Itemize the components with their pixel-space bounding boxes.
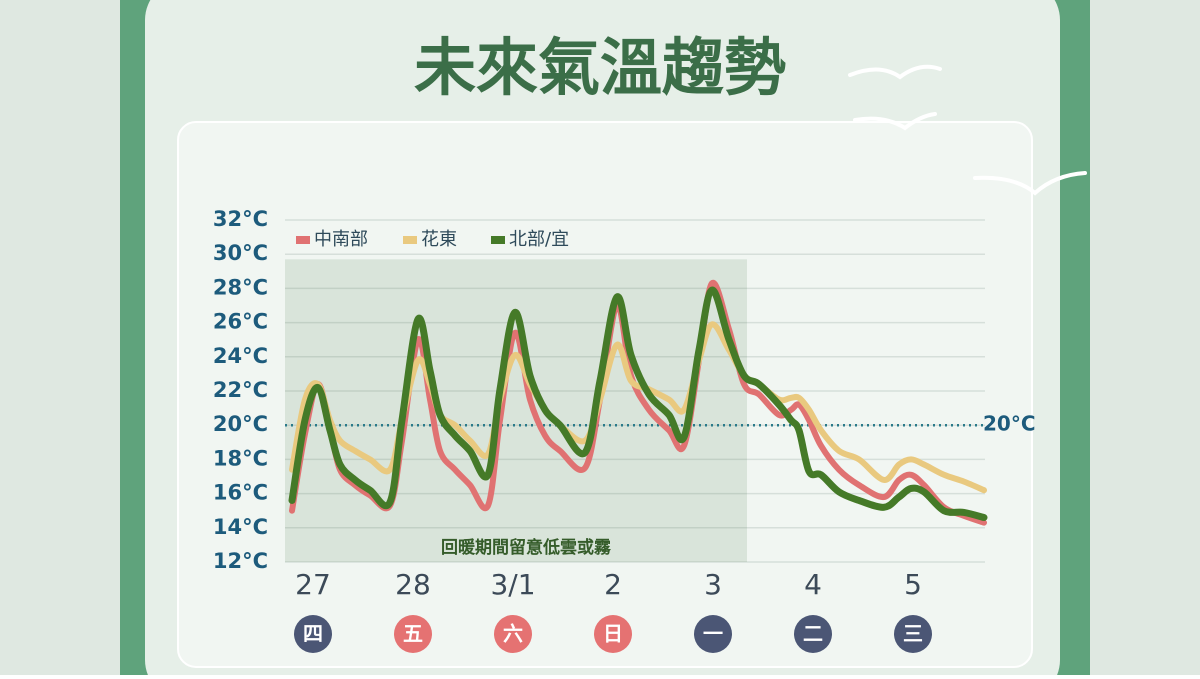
reference-label: 20°C xyxy=(983,412,1036,436)
y-tick-label: 26°C xyxy=(213,310,268,334)
legend-swatch xyxy=(403,236,417,244)
y-tick-label: 16°C xyxy=(213,481,268,505)
legend-label: 中南部 xyxy=(314,229,368,250)
y-tick-label: 20°C xyxy=(213,412,268,436)
birds xyxy=(848,64,1087,196)
y-tick-label: 22°C xyxy=(213,378,268,402)
legend-label: 花東 xyxy=(421,229,457,250)
panel xyxy=(177,121,1033,668)
weekday-label: 日 xyxy=(603,622,623,646)
weekday-badge xyxy=(394,615,432,653)
weekday-badge xyxy=(694,615,732,653)
y-tick-label: 12°C xyxy=(213,549,268,573)
series-line xyxy=(288,286,988,522)
y-tick-label: 14°C xyxy=(213,515,268,539)
weekday-label: 一 xyxy=(703,622,723,646)
y-tick-label: 24°C xyxy=(213,344,268,368)
y-tick-label: 28°C xyxy=(213,275,268,299)
weekday-label: 五 xyxy=(403,622,423,646)
legend-label: 北部/宜 xyxy=(509,229,569,250)
y-tick-label: 32°C xyxy=(213,207,268,231)
x-tick-label: 3/1 xyxy=(490,568,535,601)
weekday-label: 六 xyxy=(503,622,523,646)
chart-title: 未來氣溫趨勢 xyxy=(414,31,786,104)
x-tick-label: 27 xyxy=(295,568,331,601)
x-tick-label: 3 xyxy=(704,568,722,601)
legend-swatch xyxy=(491,236,505,244)
weekday-label: 四 xyxy=(303,622,323,646)
highlight-label: 回暖期間留意低雲或霧 xyxy=(441,537,612,558)
x-tick-label: 28 xyxy=(395,568,431,601)
bird xyxy=(973,171,1087,196)
legend-swatch xyxy=(296,236,310,244)
x-tick-label: 4 xyxy=(804,568,822,601)
weekday-label: 三 xyxy=(903,622,923,646)
x-tick-label: 5 xyxy=(904,568,922,601)
weekday-label: 二 xyxy=(803,622,823,646)
weekday-badge xyxy=(794,615,832,653)
weekday-badge xyxy=(494,615,532,653)
bird xyxy=(853,112,937,131)
weekday-badge xyxy=(594,615,632,653)
weekday-badge xyxy=(894,615,932,653)
bird xyxy=(848,64,942,80)
weekday-badge xyxy=(294,615,332,653)
y-tick-label: 18°C xyxy=(213,446,268,470)
x-tick-label: 2 xyxy=(604,568,622,601)
y-tick-label: 30°C xyxy=(213,241,268,265)
